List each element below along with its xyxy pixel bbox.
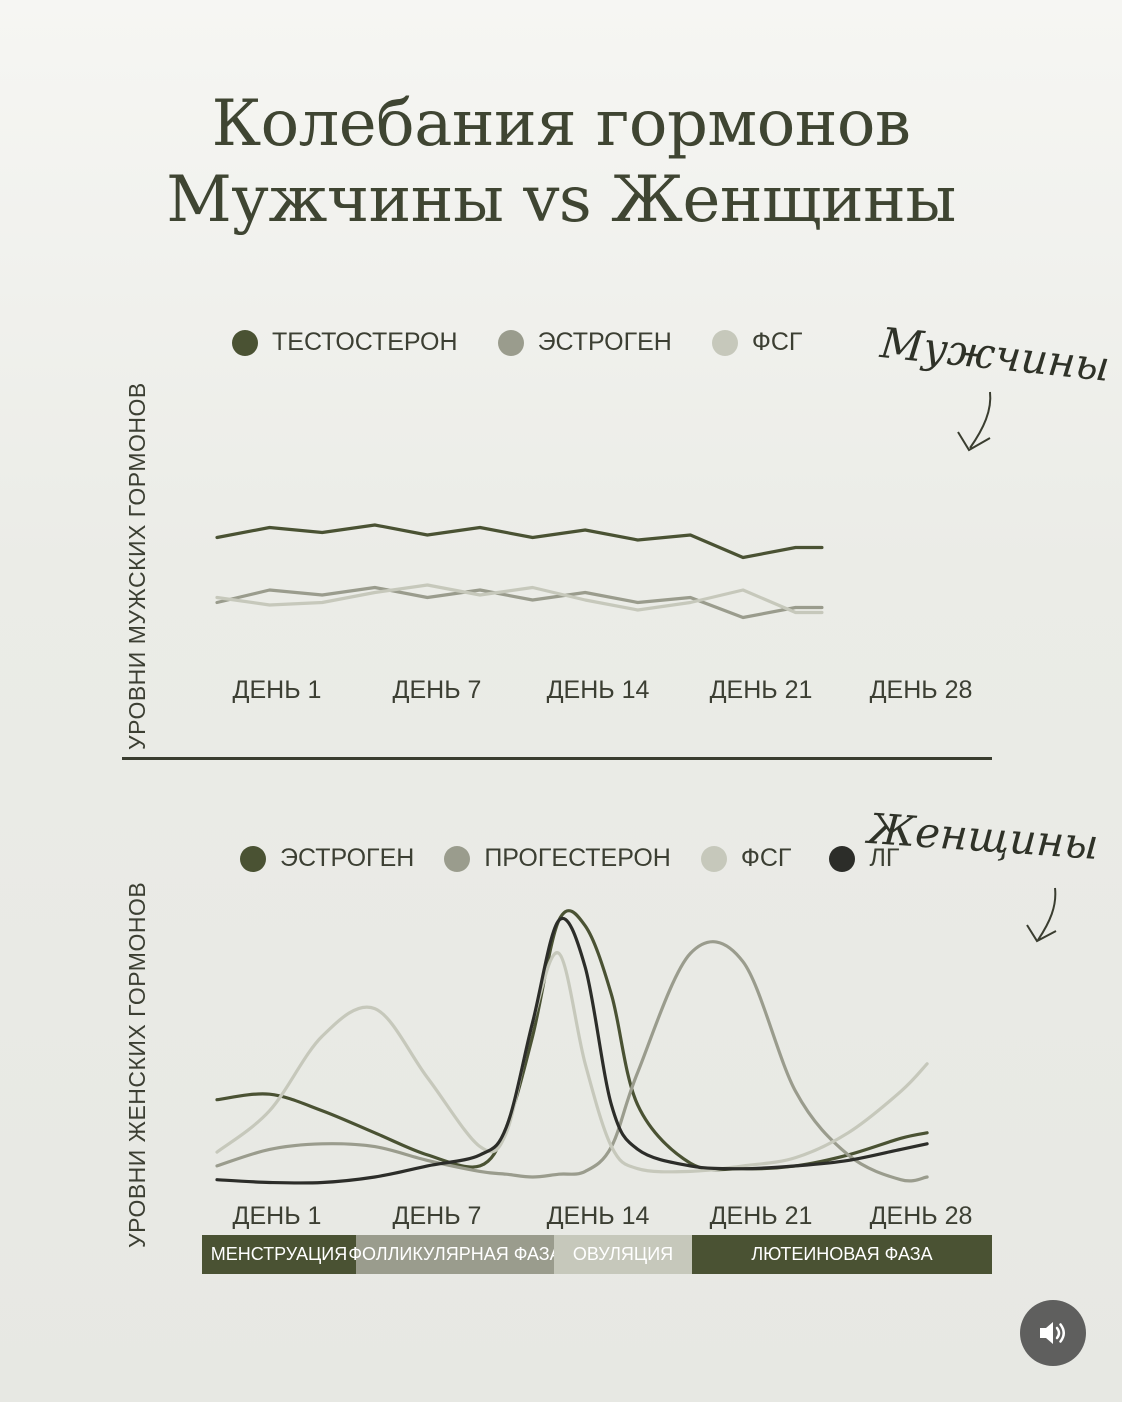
legend-dot [232, 329, 258, 356]
legend-dot [444, 845, 471, 872]
women-legend: ЭСТРОГЕН ПРОГЕСТЕРОН ФСГ ЛГ [240, 844, 899, 873]
men-legend: ТЕСТОСТЕРОН ЭСТРОГЕН ФСГ [232, 328, 802, 357]
legend-label: ТЕСТОСТЕРОН [272, 328, 458, 356]
series-line-testosterone [215, 523, 824, 560]
legend-item-estrogen: ЭСТРОГЕН [240, 844, 414, 873]
title-line-2: Мужчины vs Женщины [166, 163, 956, 237]
legend-label: ФСГ [751, 328, 803, 356]
legend-item-testosterone: ТЕСТОСТЕРОН [232, 328, 458, 357]
series-line-progesterone [215, 940, 929, 1183]
legend-label: ЭСТРОГЕН [537, 328, 672, 356]
phase-segment: ОВУЛЯЦИЯ [554, 1235, 692, 1274]
legend-dot [829, 845, 856, 872]
women-tick-label: ДЕНЬ 7 [392, 1202, 482, 1230]
legend-item-lh: ЛГ [829, 844, 899, 873]
women-arrow-icon [1026, 887, 1057, 943]
legend-item-estrogen: ЭСТРОГЕН [497, 328, 672, 357]
legend-label: ПРОГЕСТЕРОН [484, 844, 671, 872]
women-tick-label: ДЕНЬ 14 [546, 1202, 650, 1230]
women-tick-label: ДЕНЬ 21 [709, 1202, 813, 1230]
legend-item-progesterone: ПРОГЕСТЕРОН [444, 844, 671, 873]
phase-segment: ФОЛЛИКУЛЯРНАЯ ФАЗА [348, 1235, 562, 1274]
women-tick-label: ДЕНЬ 1 [232, 1202, 322, 1230]
men-tick-label: ДЕНЬ 21 [709, 676, 813, 704]
cycle-phase-bar: МЕНСТРУАЦИЯ ФОЛЛИКУЛЯРНАЯ ФАЗА ОВУЛЯЦИЯ ЛЮТ… [202, 1235, 992, 1274]
series-line-fsh [215, 583, 824, 615]
men-tick-label: ДЕНЬ 1 [232, 676, 322, 704]
legend-label: ЭСТРОГЕН [280, 844, 415, 872]
legend-item-fsh: ФСГ [700, 844, 792, 873]
section-divider-axis [122, 757, 992, 760]
legend-dot [700, 845, 727, 872]
phase-segment: МЕНСТРУАЦИЯ [202, 1235, 356, 1274]
men-tick-label: ДЕНЬ 28 [869, 676, 973, 704]
sound-toggle-button[interactable] [1020, 1300, 1086, 1366]
legend-label: ФСГ [740, 844, 792, 872]
men-tick-label: ДЕНЬ 7 [392, 676, 482, 704]
legend-dot [497, 329, 524, 356]
phase-segment: ЛЮТЕИНОВАЯ ФАЗА [692, 1235, 992, 1274]
legend-dot [240, 845, 266, 872]
speaker-icon [1040, 1322, 1065, 1344]
legend-dot [711, 329, 738, 356]
series-line-estrogen [215, 909, 929, 1172]
women-tick-label: ДЕНЬ 28 [869, 1202, 973, 1230]
series-line-lh [215, 916, 929, 1185]
men-tick-label: ДЕНЬ 14 [546, 676, 650, 704]
title-line-1: Колебания гормонов [211, 87, 911, 161]
series-line-fsh [215, 951, 929, 1174]
legend-label: ЛГ [869, 844, 900, 872]
series-line-estrogen [215, 585, 824, 620]
legend-item-fsh: ФСГ [711, 328, 803, 357]
men-arrow-icon [957, 391, 992, 452]
